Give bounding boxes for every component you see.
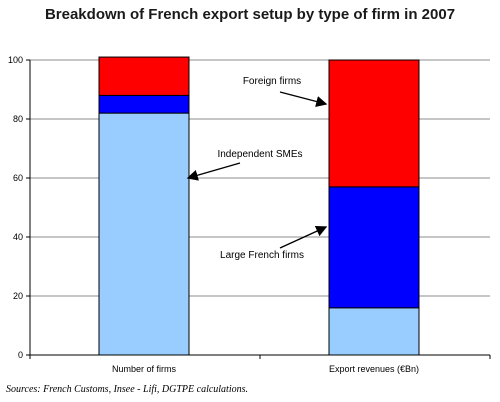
bar-segment-1-1 [98, 112, 190, 356]
annotation-1: Independent SMEs [217, 149, 302, 160]
y-tick-label-0: 0 [18, 350, 23, 360]
annotation-3: Foreign firms [243, 76, 301, 87]
annotation-arrow-2 [279, 225, 328, 249]
y-tick-labels: 0 20 40 60 80 100 [8, 55, 23, 360]
category-label-1: Number of firms [112, 364, 177, 374]
y-tick-label-40: 40 [13, 232, 23, 242]
y-tick-label-20: 20 [13, 291, 23, 301]
annotation-2: Large French firms [220, 250, 304, 261]
bar-segment-2-1 [328, 307, 420, 356]
axes [26, 59, 491, 359]
bar-segment-2-2 [328, 186, 420, 309]
chart-title: Breakdown of French export setup by type… [44, 6, 456, 23]
category-labels: Number of firms Export revenues (€Bn) [112, 364, 419, 374]
category-label-2: Export revenues (€Bn) [329, 364, 419, 374]
bar-segment-1-2 [98, 94, 190, 114]
bars [98, 56, 420, 356]
y-tick-label-60: 60 [13, 173, 23, 183]
source-note: Sources: French Customs, Insee - Lifi, D… [6, 384, 249, 395]
bar-segment-1-3 [98, 56, 190, 96]
y-tick-label-100: 100 [8, 55, 23, 65]
annotation-arrow-1 [186, 162, 241, 181]
annotation-arrow-3 [279, 91, 328, 107]
series-annotations: Independent SMEs Large French firms Foreig… [186, 76, 328, 261]
bar-segment-2-3 [328, 59, 420, 188]
y-tick-label-80: 80 [13, 114, 23, 124]
